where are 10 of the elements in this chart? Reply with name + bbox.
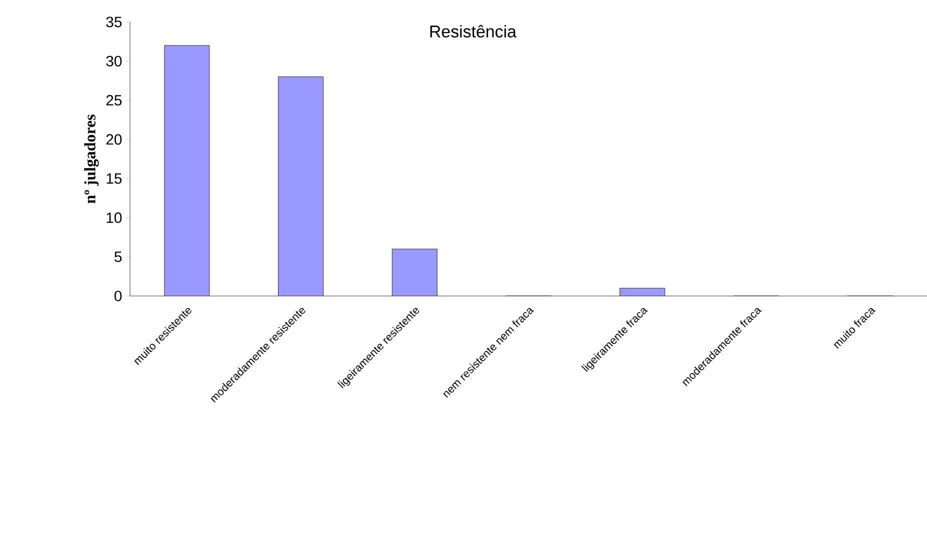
y-tick-label: 30 [106,56,122,66]
y-axis-title: nº julgadores [84,114,99,204]
y-tick-label: 15 [106,173,122,184]
y-tick-label: 35 [106,16,122,28]
chart-title: Resistência [430,25,516,38]
y-tick-label: 25 [106,94,122,106]
y-tick-label: 10 [106,212,122,223]
y-tick-label: 5 [114,252,122,262]
y-tick-label: 0 [114,290,122,302]
y-tick-label: 20 [106,134,122,145]
